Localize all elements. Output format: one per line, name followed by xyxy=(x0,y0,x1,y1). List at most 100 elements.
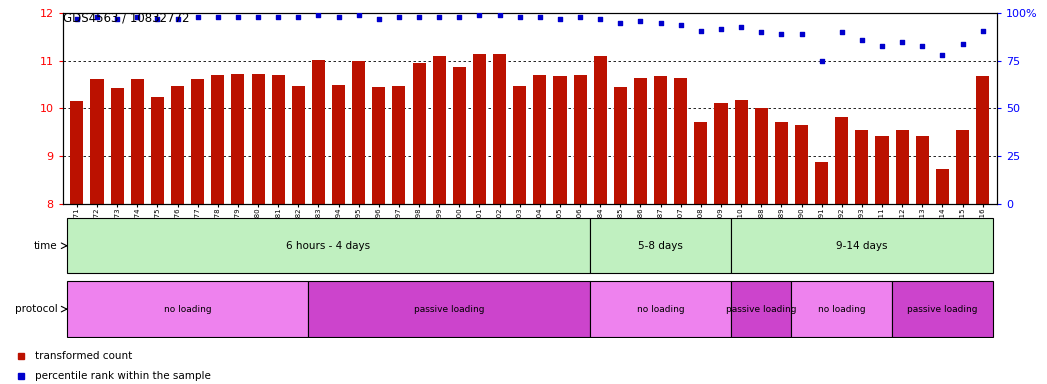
Bar xyxy=(473,54,486,384)
Point xyxy=(975,28,992,34)
Bar xyxy=(591,281,731,337)
Point xyxy=(894,39,911,45)
Bar xyxy=(731,218,993,273)
Point xyxy=(753,30,770,36)
Bar xyxy=(211,75,224,384)
Bar xyxy=(332,85,346,384)
Bar xyxy=(674,78,687,384)
Bar xyxy=(231,74,244,384)
Point xyxy=(109,16,126,22)
Bar xyxy=(892,281,993,337)
Bar xyxy=(594,56,607,384)
Bar xyxy=(775,122,788,384)
Point xyxy=(270,14,287,20)
Text: no loading: no loading xyxy=(163,305,211,314)
Text: passive loading: passive loading xyxy=(726,305,797,314)
Bar xyxy=(90,79,104,384)
Point xyxy=(552,16,569,22)
Bar xyxy=(192,79,204,384)
Text: 9-14 days: 9-14 days xyxy=(837,241,888,251)
Point xyxy=(430,14,447,20)
Point xyxy=(149,16,165,22)
Point xyxy=(934,52,951,58)
Point xyxy=(451,14,468,20)
Bar xyxy=(755,109,767,384)
Bar xyxy=(533,75,547,384)
Bar xyxy=(413,63,426,384)
Bar xyxy=(731,281,792,337)
Bar xyxy=(633,78,647,384)
Bar xyxy=(171,86,184,384)
Point xyxy=(612,20,629,26)
Point xyxy=(672,22,689,28)
Point xyxy=(914,43,931,49)
Point xyxy=(853,37,870,43)
Text: time: time xyxy=(34,241,58,251)
Text: transformed count: transformed count xyxy=(35,351,132,361)
Point xyxy=(410,14,427,20)
Text: GDS4563 / 10832772: GDS4563 / 10832772 xyxy=(63,12,190,25)
Bar xyxy=(373,87,385,384)
Point xyxy=(249,14,266,20)
Text: passive loading: passive loading xyxy=(414,305,485,314)
Text: percentile rank within the sample: percentile rank within the sample xyxy=(35,371,210,381)
Text: no loading: no loading xyxy=(637,305,685,314)
Text: no loading: no loading xyxy=(818,305,866,314)
Point xyxy=(652,20,669,26)
Point xyxy=(532,14,549,20)
Point xyxy=(511,14,528,20)
Bar xyxy=(875,136,889,384)
Point xyxy=(190,14,206,20)
Bar xyxy=(591,218,731,273)
Bar xyxy=(111,88,124,384)
Bar xyxy=(956,130,970,384)
Point xyxy=(954,41,971,47)
Bar xyxy=(976,76,989,384)
Point xyxy=(833,30,850,36)
Point xyxy=(873,43,890,49)
Bar xyxy=(251,74,265,384)
Point xyxy=(814,58,830,64)
Bar xyxy=(131,79,143,384)
Bar xyxy=(432,56,446,384)
Bar xyxy=(67,218,591,273)
Point xyxy=(209,14,226,20)
Bar xyxy=(816,162,828,384)
Bar xyxy=(312,60,325,384)
Bar xyxy=(493,54,506,384)
Text: 6 hours - 4 days: 6 hours - 4 days xyxy=(287,241,371,251)
Point xyxy=(692,28,709,34)
Bar xyxy=(70,101,84,384)
Point xyxy=(229,14,246,20)
Point xyxy=(170,16,186,22)
Bar xyxy=(836,117,848,384)
Point xyxy=(794,31,810,37)
Bar xyxy=(554,76,566,384)
Point xyxy=(68,16,85,22)
Point xyxy=(371,16,387,22)
Bar xyxy=(694,122,708,384)
Bar xyxy=(614,87,627,384)
Text: protocol: protocol xyxy=(15,304,58,314)
Bar xyxy=(574,75,586,384)
Text: 5-8 days: 5-8 days xyxy=(639,241,683,251)
Point xyxy=(351,12,367,18)
Bar xyxy=(309,281,591,337)
Point xyxy=(471,12,488,18)
Bar xyxy=(714,103,728,384)
Bar xyxy=(735,100,748,384)
Bar xyxy=(292,86,305,384)
Bar xyxy=(271,75,285,384)
Point xyxy=(632,18,649,24)
Point xyxy=(330,14,347,20)
Bar xyxy=(936,169,949,384)
Point xyxy=(572,14,588,20)
Bar xyxy=(895,130,909,384)
Bar xyxy=(792,281,892,337)
Point xyxy=(491,12,508,18)
Point xyxy=(89,14,106,20)
Point xyxy=(713,26,730,32)
Point xyxy=(592,16,608,22)
Bar xyxy=(916,136,929,384)
Bar xyxy=(795,125,808,384)
